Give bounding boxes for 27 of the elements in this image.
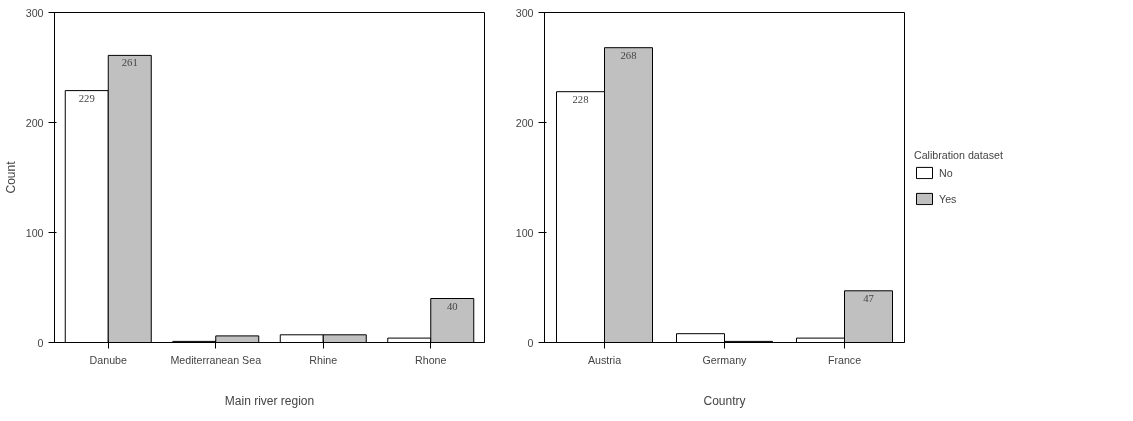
- legend-title: Calibration dataset: [914, 148, 1003, 161]
- data-label: 261: [121, 57, 138, 69]
- y-tick-label: 300: [25, 6, 44, 19]
- x-tick-label: Danube: [89, 353, 127, 366]
- y-tick-label: 100: [515, 226, 534, 239]
- y-tick-label: 100: [25, 226, 44, 239]
- x-tick-label: Germany: [702, 353, 748, 366]
- x-tick-label: Rhone: [415, 353, 447, 366]
- data-label: 229: [78, 92, 95, 104]
- x-tick-label: France: [827, 353, 862, 366]
- data-label: 47: [863, 292, 875, 304]
- x-tick-label: Austria: [587, 353, 622, 366]
- y-tick-label: 200: [25, 116, 44, 129]
- x-tick-label: Mediterranean Sea: [170, 353, 262, 366]
- y-axis-title: Count: [3, 160, 18, 194]
- data-label: 268: [620, 49, 637, 61]
- legend-label: Yes: [939, 192, 958, 205]
- legend-label: No: [939, 166, 954, 179]
- data-label: 40: [446, 300, 458, 312]
- y-tick-label: 0: [37, 336, 44, 349]
- y-tick-label: 0: [527, 336, 534, 349]
- data-label: 228: [572, 93, 589, 105]
- y-tick-label: 300: [515, 6, 534, 19]
- x-axis-title: Main river region: [224, 393, 315, 408]
- x-tick-label: Rhine: [309, 353, 338, 366]
- x-axis-title: Country: [703, 393, 746, 408]
- y-tick-label: 200: [515, 116, 534, 129]
